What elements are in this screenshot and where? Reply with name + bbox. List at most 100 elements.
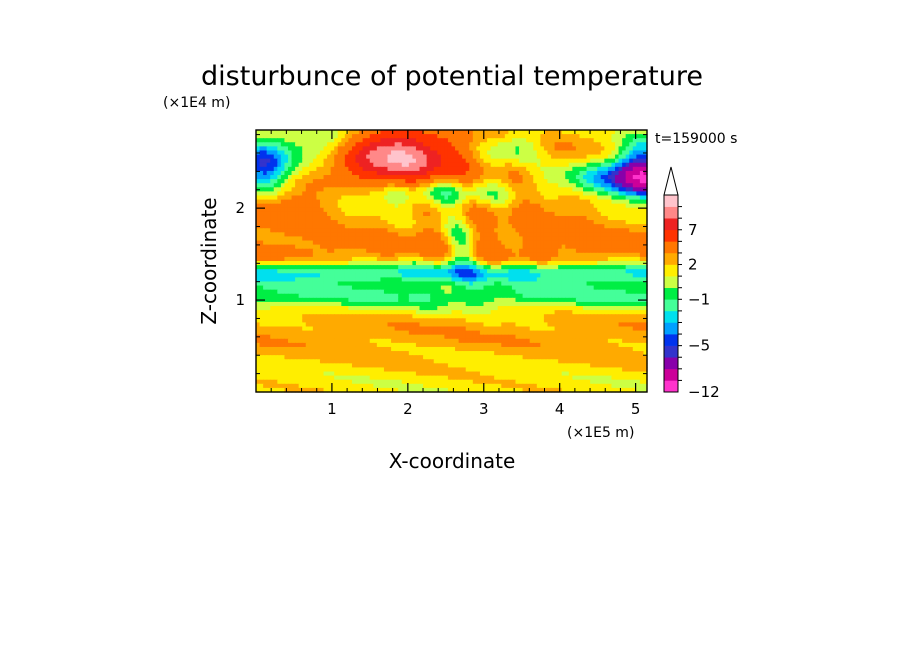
- field-cell: [419, 297, 424, 303]
- field-cell: [334, 306, 339, 311]
- field-cell: [515, 289, 520, 295]
- field-cell: [348, 248, 353, 254]
- field-cell: [291, 306, 296, 311]
- field-cell: [568, 175, 573, 180]
- field-cell: [259, 244, 264, 250]
- field-cell: [412, 207, 417, 213]
- field-cell: [380, 314, 385, 319]
- field-cell: [287, 203, 293, 209]
- field-cell: [543, 224, 549, 229]
- field-cell: [543, 236, 549, 242]
- field-cell: [334, 273, 339, 278]
- field-cell: [572, 220, 577, 225]
- field-cell: [476, 195, 481, 201]
- field-cell: [451, 301, 456, 307]
- field-cell: [639, 220, 645, 225]
- field-cell: [458, 297, 463, 303]
- field-cell: [625, 265, 630, 270]
- field-cell: [412, 134, 417, 139]
- field-cell: [284, 138, 289, 143]
- field-cell: [561, 248, 566, 254]
- field-cell: [419, 134, 424, 139]
- field-cell: [440, 252, 445, 258]
- field-cell: [323, 252, 328, 258]
- field-cell: [568, 211, 573, 217]
- field-cell: [295, 244, 300, 250]
- field-cell: [355, 134, 360, 139]
- field-cell: [327, 301, 332, 307]
- field-cell: [376, 215, 381, 221]
- field-cell: [611, 191, 616, 197]
- field-cell: [430, 207, 435, 213]
- field-cell: [494, 297, 499, 303]
- field-cell: [462, 293, 467, 299]
- field-cell: [554, 203, 559, 209]
- field-cell: [341, 236, 346, 242]
- field-cell: [558, 187, 563, 192]
- field-cell: [522, 273, 527, 278]
- field-cell: [376, 314, 381, 319]
- field-cell: [298, 220, 303, 225]
- field-cell: [629, 211, 634, 217]
- field-cell: [447, 277, 453, 283]
- field-cell: [515, 297, 520, 303]
- field-cell: [401, 277, 406, 283]
- field-cell: [494, 187, 499, 192]
- field-cell: [362, 138, 367, 143]
- contour-field: [256, 130, 648, 393]
- field-cell: [334, 310, 339, 315]
- field-cell: [341, 285, 346, 291]
- field-cell: [430, 293, 435, 299]
- field-cell: [579, 134, 584, 139]
- field-cell: [615, 146, 620, 152]
- field-cell: [415, 179, 421, 184]
- field-cell: [476, 175, 481, 180]
- field-cell: [433, 252, 438, 258]
- field-cell: [394, 293, 399, 299]
- field-cell: [618, 211, 623, 217]
- field-cell: [440, 146, 445, 152]
- field-cell: [287, 220, 293, 225]
- field-cell: [554, 256, 559, 262]
- field-cell: [295, 293, 300, 299]
- field-cell: [359, 146, 364, 152]
- field-cell: [355, 228, 360, 233]
- field-cell: [305, 281, 310, 287]
- field-cell: [433, 244, 438, 250]
- field-cell: [351, 281, 357, 287]
- field-cell: [490, 183, 495, 188]
- field-cell: [515, 224, 520, 229]
- field-cell: [419, 154, 424, 160]
- field-cell: [426, 138, 431, 143]
- field-cell: [387, 134, 392, 139]
- field-cell: [533, 154, 538, 160]
- field-cell: [401, 215, 406, 221]
- field-cell: [408, 244, 413, 250]
- field-cell: [565, 220, 570, 225]
- field-cell: [273, 134, 278, 139]
- field-cell: [408, 252, 413, 258]
- field-cell: [629, 146, 634, 152]
- field-cell: [440, 158, 445, 164]
- field-cell: [451, 285, 456, 291]
- field-cell: [405, 269, 410, 274]
- field-cell: [398, 232, 403, 238]
- field-cell: [433, 224, 438, 229]
- field-cell: [625, 273, 630, 278]
- field-cell: [373, 293, 378, 299]
- field-cell: [519, 166, 524, 172]
- field-cell: [483, 199, 488, 205]
- field-cell: [369, 236, 374, 242]
- field-cell: [593, 293, 598, 299]
- field-cell: [351, 301, 357, 307]
- field-cell: [533, 240, 538, 246]
- field-cell: [344, 310, 350, 315]
- field-cell: [337, 134, 342, 139]
- field-cell: [319, 297, 325, 303]
- field-cell: [579, 285, 584, 291]
- field-cell: [256, 314, 261, 319]
- field-cell: [568, 199, 573, 205]
- field-cell: [394, 244, 399, 250]
- field-cell: [597, 269, 602, 274]
- field-cell: [575, 293, 581, 299]
